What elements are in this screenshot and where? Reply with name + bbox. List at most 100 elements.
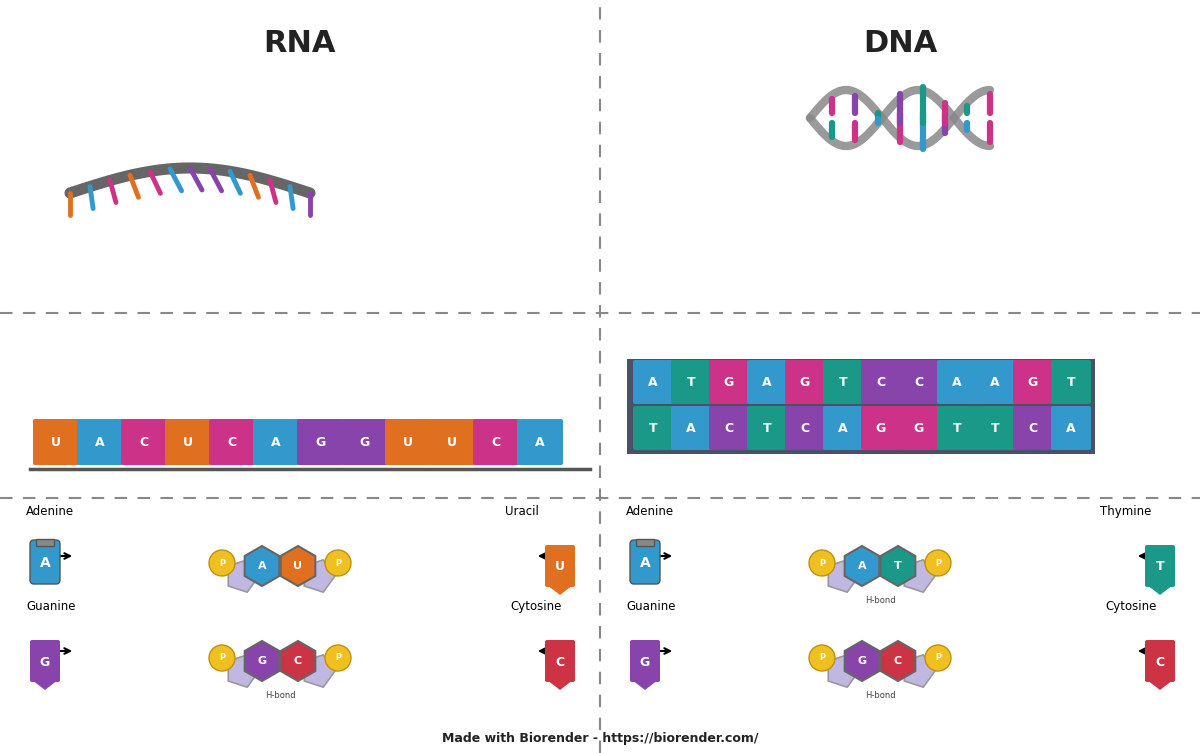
FancyBboxPatch shape xyxy=(473,419,520,465)
Text: T: T xyxy=(763,422,772,434)
Text: C: C xyxy=(1028,422,1038,434)
Text: T: T xyxy=(839,376,847,389)
FancyBboxPatch shape xyxy=(823,360,863,404)
FancyBboxPatch shape xyxy=(937,360,977,404)
FancyBboxPatch shape xyxy=(1145,640,1175,682)
FancyBboxPatch shape xyxy=(32,419,79,465)
Text: G: G xyxy=(1028,376,1038,389)
Text: P: P xyxy=(218,654,226,663)
FancyBboxPatch shape xyxy=(634,406,673,450)
FancyBboxPatch shape xyxy=(166,419,211,465)
Circle shape xyxy=(809,550,835,576)
Text: Made with Biorender - https://biorender.com/: Made with Biorender - https://biorender.… xyxy=(442,732,758,745)
FancyBboxPatch shape xyxy=(341,419,386,465)
Text: U: U xyxy=(554,560,565,574)
Polygon shape xyxy=(281,546,316,586)
FancyBboxPatch shape xyxy=(545,545,575,587)
Polygon shape xyxy=(547,680,574,690)
FancyBboxPatch shape xyxy=(385,419,431,465)
Circle shape xyxy=(925,550,952,576)
Text: U: U xyxy=(294,561,302,571)
Text: C: C xyxy=(1156,656,1164,669)
Text: T: T xyxy=(894,561,902,571)
FancyBboxPatch shape xyxy=(36,539,54,546)
Text: C: C xyxy=(876,376,886,389)
FancyBboxPatch shape xyxy=(823,406,863,450)
Text: A: A xyxy=(40,556,50,570)
FancyBboxPatch shape xyxy=(785,360,826,404)
Polygon shape xyxy=(547,585,574,595)
Polygon shape xyxy=(1147,680,1174,690)
FancyBboxPatch shape xyxy=(630,540,660,584)
Polygon shape xyxy=(245,546,280,586)
FancyBboxPatch shape xyxy=(899,360,940,404)
Text: P: P xyxy=(935,654,941,663)
Text: T: T xyxy=(686,376,695,389)
Circle shape xyxy=(209,645,235,671)
Polygon shape xyxy=(881,641,916,681)
Text: G: G xyxy=(914,422,924,434)
Text: P: P xyxy=(818,559,826,568)
Text: RNA: RNA xyxy=(264,29,336,57)
FancyBboxPatch shape xyxy=(253,419,299,465)
Text: A: A xyxy=(535,435,545,449)
Text: P: P xyxy=(935,559,941,568)
FancyBboxPatch shape xyxy=(1145,545,1175,587)
Text: G: G xyxy=(258,656,266,666)
Circle shape xyxy=(209,550,235,576)
Polygon shape xyxy=(228,559,259,592)
Text: T: T xyxy=(649,422,658,434)
FancyBboxPatch shape xyxy=(121,419,167,465)
Text: C: C xyxy=(725,422,733,434)
Circle shape xyxy=(325,550,352,576)
Text: G: G xyxy=(314,435,325,449)
FancyBboxPatch shape xyxy=(1013,360,1054,404)
FancyBboxPatch shape xyxy=(862,406,901,450)
Text: A: A xyxy=(952,376,962,389)
Text: T: T xyxy=(1067,376,1075,389)
Text: G: G xyxy=(858,656,866,666)
Text: A: A xyxy=(258,561,266,571)
Text: A: A xyxy=(686,422,696,434)
FancyBboxPatch shape xyxy=(630,640,660,682)
Text: C: C xyxy=(139,435,149,449)
Text: T: T xyxy=(953,422,961,434)
Text: Adenine: Adenine xyxy=(26,505,74,518)
FancyBboxPatch shape xyxy=(545,640,575,682)
Polygon shape xyxy=(845,546,880,586)
Circle shape xyxy=(809,645,835,671)
Text: A: A xyxy=(838,422,848,434)
Text: C: C xyxy=(556,656,564,669)
Polygon shape xyxy=(632,680,658,690)
Text: P: P xyxy=(818,654,826,663)
Text: Guanine: Guanine xyxy=(26,600,76,613)
Text: A: A xyxy=(762,376,772,389)
FancyBboxPatch shape xyxy=(1013,406,1054,450)
Circle shape xyxy=(325,645,352,671)
Polygon shape xyxy=(305,655,335,687)
FancyBboxPatch shape xyxy=(628,359,1096,454)
FancyBboxPatch shape xyxy=(671,360,710,404)
Text: T: T xyxy=(1156,560,1164,574)
Text: H-bond: H-bond xyxy=(265,691,295,700)
Text: A: A xyxy=(95,435,104,449)
Text: Adenine: Adenine xyxy=(626,505,674,518)
Text: U: U xyxy=(182,435,193,449)
Text: P: P xyxy=(218,559,226,568)
Polygon shape xyxy=(32,680,58,690)
FancyBboxPatch shape xyxy=(636,539,654,546)
Text: G: G xyxy=(640,656,650,669)
Text: A: A xyxy=(271,435,281,449)
FancyBboxPatch shape xyxy=(671,406,710,450)
Polygon shape xyxy=(305,559,335,592)
Text: DNA: DNA xyxy=(863,29,937,57)
Polygon shape xyxy=(281,641,316,681)
FancyBboxPatch shape xyxy=(430,419,475,465)
Text: U: U xyxy=(446,435,457,449)
Text: P: P xyxy=(335,654,341,663)
FancyBboxPatch shape xyxy=(709,360,749,404)
FancyBboxPatch shape xyxy=(748,360,787,404)
Polygon shape xyxy=(828,655,859,687)
FancyBboxPatch shape xyxy=(899,406,940,450)
Polygon shape xyxy=(845,641,880,681)
